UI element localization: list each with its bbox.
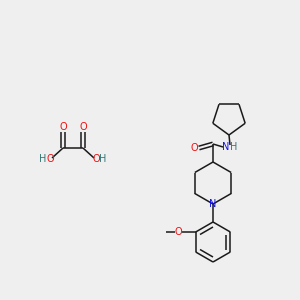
Text: H: H	[99, 154, 107, 164]
Text: O: O	[59, 122, 67, 132]
Text: H: H	[39, 154, 47, 164]
Text: N: N	[209, 199, 217, 209]
Text: O: O	[190, 143, 198, 153]
Text: N: N	[222, 142, 230, 152]
Text: O: O	[92, 154, 100, 164]
Text: H: H	[230, 142, 238, 152]
Text: O: O	[46, 154, 54, 164]
Text: O: O	[79, 122, 87, 132]
Text: O: O	[175, 227, 182, 237]
